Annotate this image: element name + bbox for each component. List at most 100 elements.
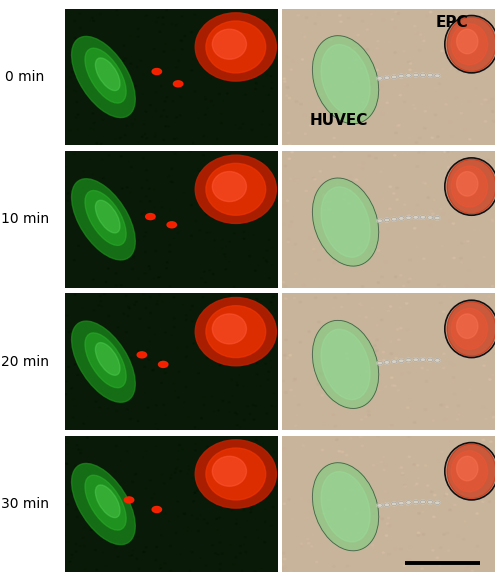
Circle shape bbox=[334, 425, 336, 427]
Circle shape bbox=[163, 51, 164, 52]
Circle shape bbox=[261, 124, 263, 125]
Circle shape bbox=[150, 313, 152, 314]
Circle shape bbox=[365, 371, 368, 372]
Circle shape bbox=[258, 164, 259, 165]
Circle shape bbox=[271, 320, 272, 321]
Circle shape bbox=[288, 144, 291, 146]
Circle shape bbox=[390, 424, 393, 426]
Circle shape bbox=[448, 166, 450, 168]
Circle shape bbox=[236, 382, 238, 383]
Circle shape bbox=[164, 372, 166, 374]
Circle shape bbox=[310, 125, 312, 126]
Circle shape bbox=[360, 419, 363, 421]
Circle shape bbox=[450, 186, 452, 188]
Circle shape bbox=[116, 410, 117, 411]
Circle shape bbox=[138, 239, 140, 241]
Circle shape bbox=[156, 21, 157, 23]
Circle shape bbox=[82, 423, 84, 424]
Circle shape bbox=[162, 17, 164, 18]
Circle shape bbox=[76, 444, 78, 446]
Circle shape bbox=[260, 49, 262, 51]
Circle shape bbox=[294, 273, 296, 275]
Circle shape bbox=[72, 557, 73, 558]
Circle shape bbox=[248, 298, 250, 299]
Circle shape bbox=[362, 286, 364, 288]
Circle shape bbox=[176, 532, 177, 533]
Circle shape bbox=[449, 121, 452, 123]
Ellipse shape bbox=[212, 29, 246, 59]
Circle shape bbox=[406, 216, 411, 220]
Circle shape bbox=[81, 482, 82, 483]
Circle shape bbox=[438, 83, 441, 84]
Circle shape bbox=[468, 101, 470, 102]
Circle shape bbox=[76, 517, 78, 518]
Circle shape bbox=[362, 162, 364, 164]
Circle shape bbox=[322, 513, 325, 514]
Circle shape bbox=[116, 285, 117, 286]
Circle shape bbox=[224, 469, 226, 470]
Text: 20 min: 20 min bbox=[0, 354, 48, 369]
Circle shape bbox=[488, 379, 491, 381]
Circle shape bbox=[148, 327, 150, 328]
Ellipse shape bbox=[85, 475, 126, 530]
Circle shape bbox=[87, 68, 88, 69]
Circle shape bbox=[246, 314, 248, 315]
Circle shape bbox=[204, 24, 206, 25]
Circle shape bbox=[200, 313, 202, 314]
Circle shape bbox=[196, 490, 198, 492]
Circle shape bbox=[292, 518, 294, 520]
Circle shape bbox=[132, 256, 134, 257]
Circle shape bbox=[98, 103, 100, 104]
Circle shape bbox=[210, 343, 212, 344]
Circle shape bbox=[266, 250, 268, 251]
Circle shape bbox=[239, 145, 240, 146]
Circle shape bbox=[224, 256, 226, 257]
Circle shape bbox=[243, 386, 244, 387]
Circle shape bbox=[381, 518, 384, 520]
Circle shape bbox=[268, 95, 270, 96]
Circle shape bbox=[487, 159, 490, 161]
Circle shape bbox=[450, 335, 452, 336]
Circle shape bbox=[234, 233, 235, 234]
Circle shape bbox=[328, 532, 330, 534]
Circle shape bbox=[192, 501, 194, 502]
Circle shape bbox=[386, 102, 388, 103]
Circle shape bbox=[174, 318, 176, 319]
Circle shape bbox=[105, 281, 107, 282]
Circle shape bbox=[260, 385, 262, 386]
Circle shape bbox=[413, 73, 418, 77]
Circle shape bbox=[356, 513, 358, 515]
Circle shape bbox=[442, 367, 445, 369]
Circle shape bbox=[234, 155, 235, 156]
Circle shape bbox=[340, 306, 343, 308]
Circle shape bbox=[128, 248, 130, 249]
Circle shape bbox=[472, 347, 476, 348]
Ellipse shape bbox=[212, 456, 246, 486]
Circle shape bbox=[422, 152, 425, 153]
Circle shape bbox=[106, 55, 108, 56]
Circle shape bbox=[487, 485, 490, 486]
Circle shape bbox=[173, 238, 175, 239]
Circle shape bbox=[149, 268, 150, 270]
Circle shape bbox=[249, 340, 250, 341]
Circle shape bbox=[166, 96, 168, 98]
Circle shape bbox=[72, 214, 74, 216]
Circle shape bbox=[253, 419, 255, 420]
Circle shape bbox=[340, 21, 342, 23]
Circle shape bbox=[235, 557, 236, 558]
Circle shape bbox=[238, 52, 240, 53]
Circle shape bbox=[374, 157, 377, 159]
Circle shape bbox=[300, 543, 302, 544]
Circle shape bbox=[144, 551, 146, 553]
Circle shape bbox=[410, 514, 414, 515]
Circle shape bbox=[194, 493, 196, 494]
Circle shape bbox=[285, 392, 288, 393]
Circle shape bbox=[180, 471, 182, 472]
Circle shape bbox=[434, 372, 436, 373]
Circle shape bbox=[468, 138, 471, 140]
Ellipse shape bbox=[72, 321, 135, 402]
Circle shape bbox=[322, 197, 325, 199]
Circle shape bbox=[100, 144, 102, 145]
Circle shape bbox=[309, 237, 312, 239]
Circle shape bbox=[108, 335, 110, 336]
